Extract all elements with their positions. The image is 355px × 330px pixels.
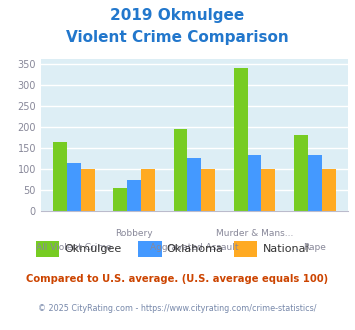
Text: All Violent Crime: All Violent Crime [36,243,112,251]
Text: Okmulgee: Okmulgee [64,244,121,254]
Bar [113,188,127,211]
Text: Robbery: Robbery [115,229,153,238]
Text: Oklahoma: Oklahoma [167,244,224,254]
Bar [248,155,262,211]
Text: Compared to U.S. average. (U.S. average equals 100): Compared to U.S. average. (U.S. average … [26,274,329,284]
Text: 2019 Okmulgee: 2019 Okmulgee [110,8,245,23]
Bar [141,169,155,211]
Text: © 2025 CityRating.com - https://www.cityrating.com/crime-statistics/: © 2025 CityRating.com - https://www.city… [38,304,317,313]
Text: Aggravated Assault: Aggravated Assault [150,243,239,251]
Bar [308,155,322,211]
Bar [67,163,81,211]
Bar [201,169,215,211]
Text: National: National [263,244,309,254]
Text: Murder & Mans...: Murder & Mans... [216,229,293,238]
Bar [187,158,201,211]
Bar [294,135,308,211]
Bar [53,143,67,211]
Text: Violent Crime Comparison: Violent Crime Comparison [66,30,289,45]
Bar [322,169,335,211]
Bar [81,169,95,211]
Text: Rape: Rape [303,243,326,251]
Bar [234,68,248,211]
Bar [127,181,141,211]
Bar [174,129,187,211]
Bar [262,169,275,211]
